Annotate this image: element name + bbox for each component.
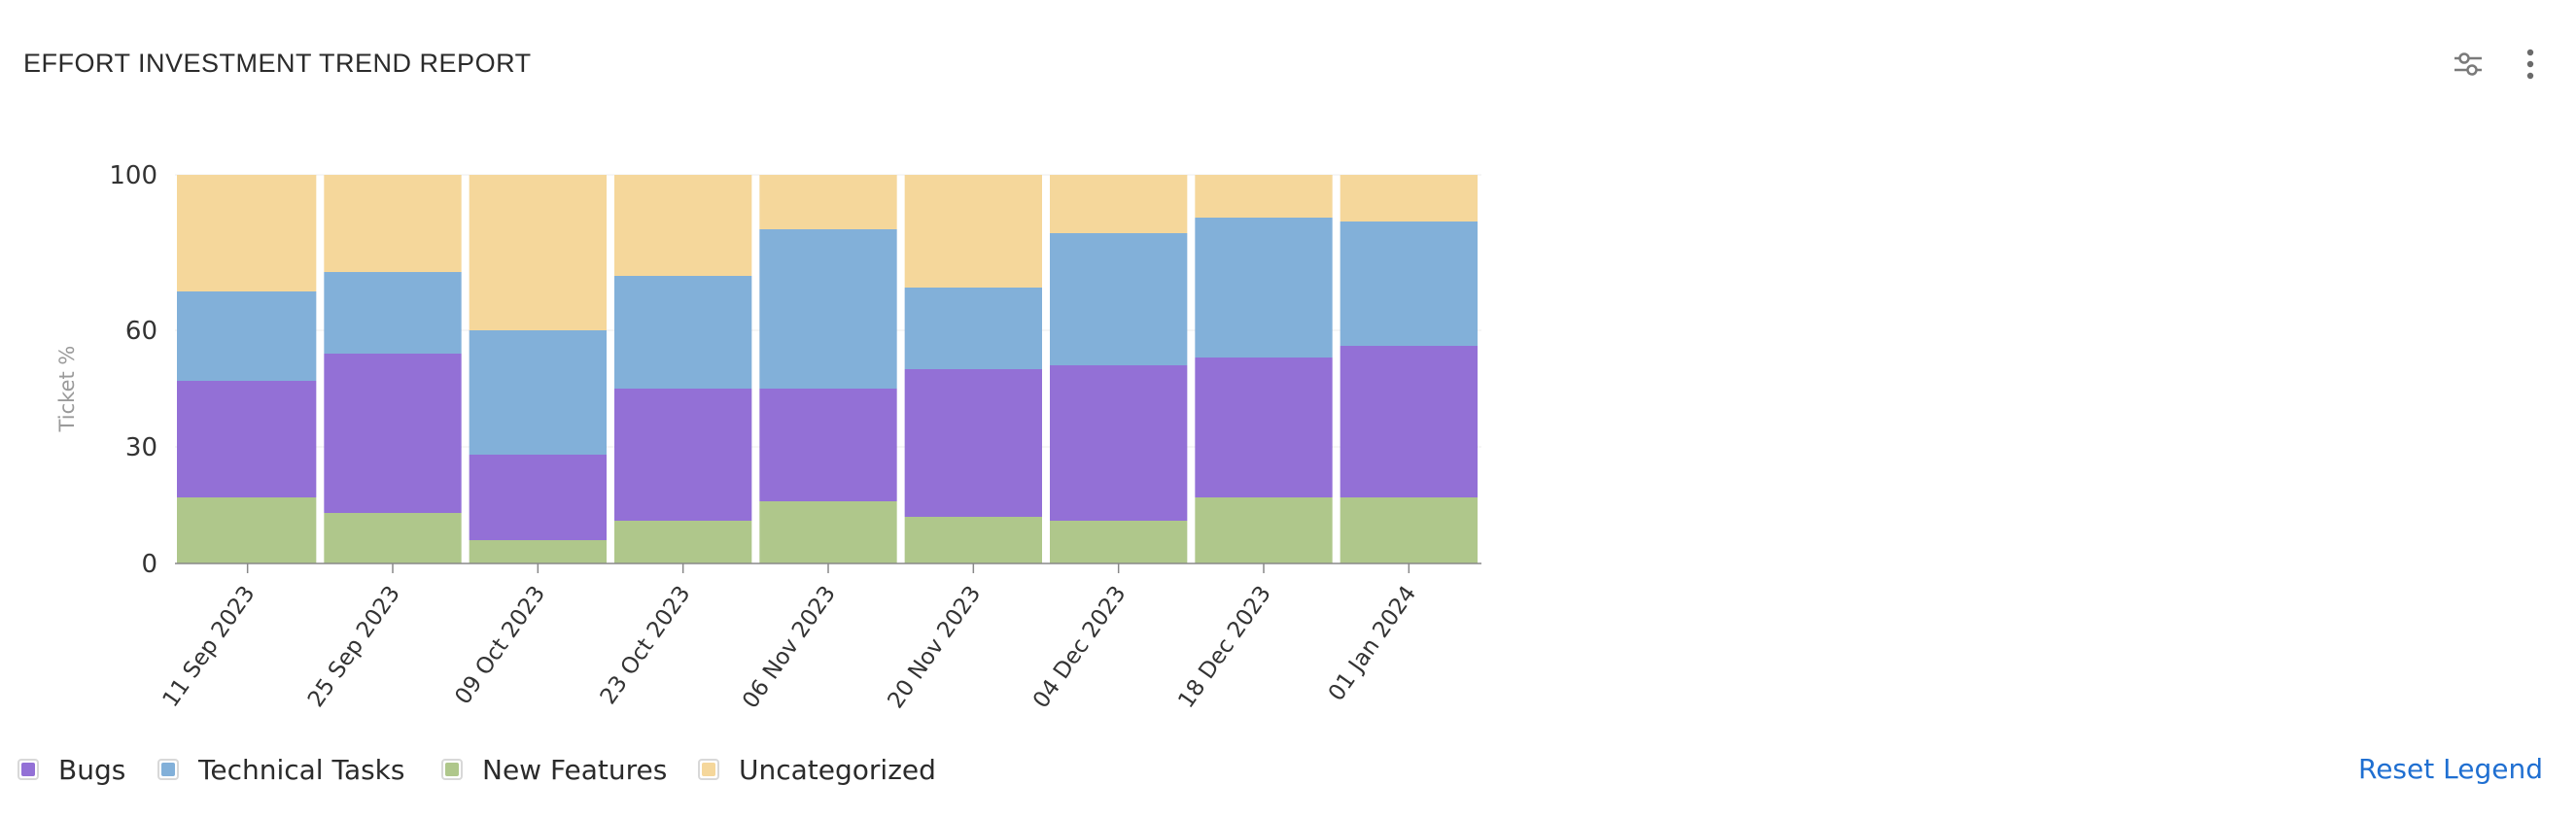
bar-segment-new-features [1050,521,1188,563]
bar-segment-uncategorized [1340,175,1478,222]
bar-segment-technical-tasks [759,229,897,389]
legend-label: Uncategorized [739,753,936,786]
y-tick-label: 60 [125,317,157,346]
bar-segment-new-features [177,497,317,563]
chart-container: 0 30 60 100 Ticket % 11 Sep 2023 25 Sep 2023 09… [0,126,2576,729]
bar-segment-technical-tasks [614,276,752,389]
sliders-icon [2454,52,2482,76]
bar-segment-technical-tasks [177,291,317,381]
y-axis-label: Ticket % [55,346,79,433]
bar-segment-uncategorized [759,175,897,229]
bar-segment-new-features [1340,497,1478,563]
y-tick-label: 0 [141,550,157,579]
bar-segment-new-features [324,513,462,563]
more-options-button[interactable] [2508,43,2553,85]
legend-label: New Features [482,753,668,786]
x-tick-label: 06 Nov 2023 [738,582,841,714]
bar-segment-technical-tasks [469,330,607,455]
bar-segment-technical-tasks [1050,233,1188,365]
bar-segment-bugs [177,381,317,497]
bar-segment-bugs [1340,346,1478,497]
x-tick-label: 23 Oct 2023 [596,582,696,709]
legend-label: Bugs [58,753,126,786]
legend-color [21,763,35,776]
reset-legend-link[interactable]: Reset Legend [2358,753,2543,785]
bar-segment-uncategorized [1050,175,1188,233]
chart-settings-button[interactable] [2446,43,2490,85]
bar-segment-technical-tasks [1340,222,1478,346]
bar-segment-technical-tasks [324,272,462,354]
bar-segment-uncategorized [324,175,462,272]
stacked-bar-chart: 0 30 60 100 Ticket % 11 Sep 2023 25 Sep 2023 09… [55,161,1481,714]
bar-segment-new-features [614,521,752,563]
x-tick-label: 25 Sep 2023 [303,582,405,712]
legend-label: Technical Tasks [198,753,405,786]
bar-segment-bugs [324,354,462,513]
report-title: EFFORT INVESTMENT TREND REPORT [23,49,532,78]
bar-segment-bugs [1195,358,1333,497]
x-tick-label: 01 Jan 2024 [1324,582,1421,706]
legend-item-technical-tasks[interactable]: Technical Tasks [157,748,405,791]
bar-segment-uncategorized [177,175,317,291]
bar-segment-bugs [614,389,752,521]
bar-segment-uncategorized [1195,175,1333,218]
legend-item-uncategorized[interactable]: Uncategorized [698,748,936,791]
bar-segment-uncategorized [904,175,1042,288]
y-tick-label: 100 [109,161,157,190]
bar-segment-uncategorized [469,175,607,330]
legend-swatch [441,759,463,780]
bar-segment-bugs [759,389,897,501]
legend-item-bugs[interactable]: Bugs [17,748,125,791]
x-tick-label: 04 Dec 2023 [1028,582,1131,713]
chart-legend: Bugs Technical Tasks New Features Uncate… [0,748,2576,797]
legend-swatch [17,759,39,780]
bar-segment-bugs [1050,365,1188,521]
x-tick-label: 09 Oct 2023 [450,582,550,709]
bar-segment-technical-tasks [904,288,1042,369]
x-tick-label: 11 Sep 2023 [158,582,261,712]
bar-segment-bugs [469,455,607,540]
bar-segment-technical-tasks [1195,218,1333,358]
panel-header: EFFORT INVESTMENT TREND REPORT [0,0,2576,126]
legend-color [445,763,459,776]
more-vertical-icon [2526,49,2534,80]
legend-swatch [157,759,179,780]
legend-swatch [698,759,719,780]
y-tick-label: 30 [125,433,157,462]
bar-segment-uncategorized [614,175,752,276]
bar-segment-new-features [469,540,607,563]
bar-segment-new-features [1195,497,1333,563]
legend-item-new-features[interactable]: New Features [441,748,667,791]
bar-segment-new-features [904,517,1042,563]
legend-color [702,763,715,776]
x-tick-label: 20 Nov 2023 [883,582,986,714]
x-tick-label: 18 Dec 2023 [1173,582,1276,713]
legend-color [161,763,175,776]
bar-segment-bugs [904,369,1042,517]
bar-segment-new-features [759,501,897,563]
